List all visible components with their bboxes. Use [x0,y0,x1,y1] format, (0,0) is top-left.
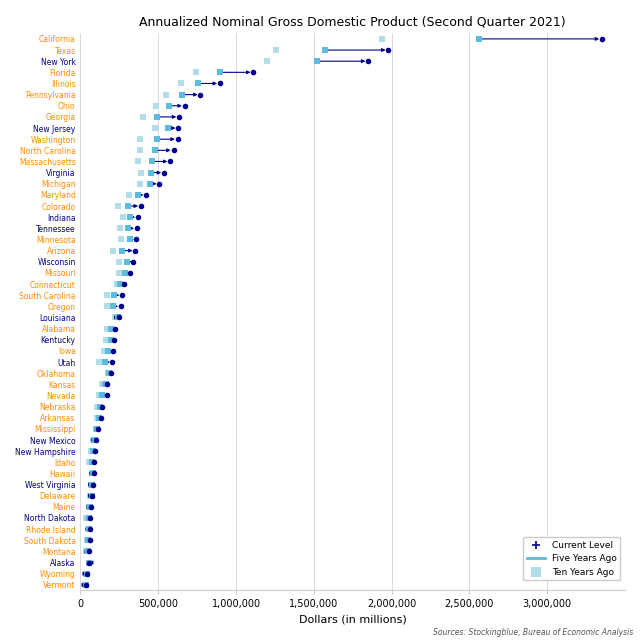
Title: Annualized Nominal Gross Domestic Product (Second Quarter 2021): Annualized Nominal Gross Domestic Produc… [140,15,566,28]
X-axis label: Dollars (in millions): Dollars (in millions) [299,615,406,625]
Text: Sources: Stockingblue, Bureau of Economic Analysis: Sources: Stockingblue, Bureau of Economi… [433,628,634,637]
Legend: Current Level, Five Years Ago, Ten Years Ago: Current Level, Five Years Ago, Ten Years… [523,537,621,580]
